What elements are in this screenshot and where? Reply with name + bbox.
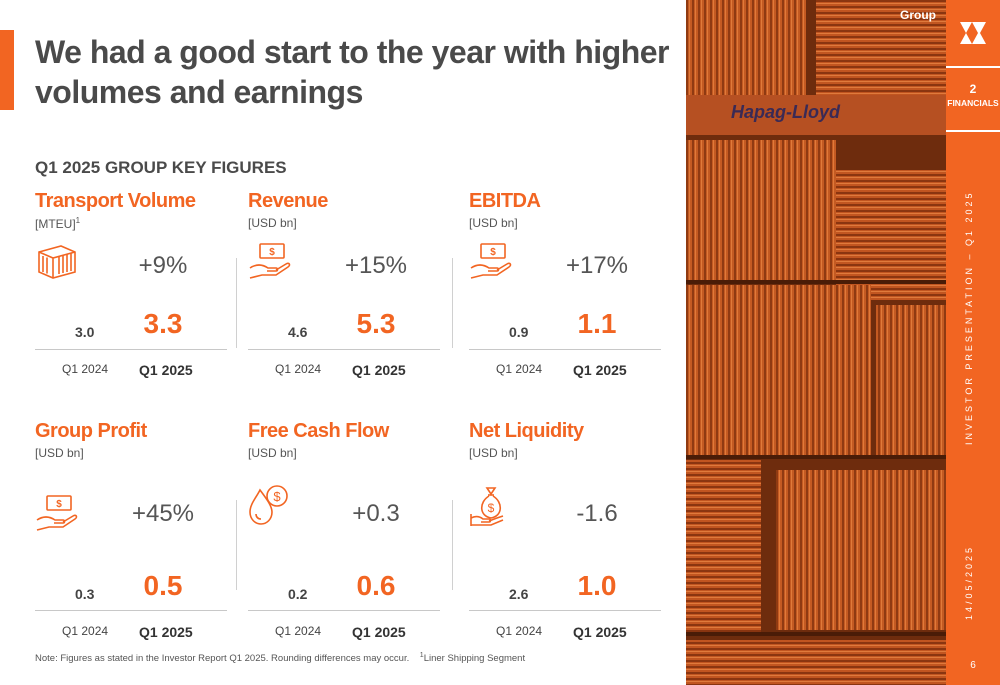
kpi-unit: [USD bn] [248, 216, 297, 230]
containers-illustration: Hapag-Lloyd [686, 0, 946, 685]
kpi-change: +45% [131, 500, 195, 527]
kpi-card-transport-volume: Transport Volume [MTEU]1 +9% 3.0 3.3 Q1 … [35, 190, 227, 400]
kpi-current-value: 0.5 [143, 570, 183, 601]
kpi-title: Transport Volume [35, 190, 196, 212]
kpi-title: EBITDA [469, 190, 541, 212]
card-divider [452, 500, 453, 590]
kpi-unit: [MTEU]1 [35, 216, 81, 231]
svg-text:$: $ [56, 499, 62, 510]
svg-text:$: $ [488, 501, 495, 515]
vertical-title: INVESTOR PRESENTATION – Q1 2025 [964, 190, 974, 445]
kpi-title: Net Liquidity [469, 420, 584, 442]
kpi-current-label: Q1 2025 [573, 362, 627, 378]
kpi-current-label: Q1 2025 [139, 362, 193, 378]
kpi-change: +0.3 [352, 500, 400, 527]
kpi-prev-value: 0.3 [75, 586, 95, 602]
svg-text:$: $ [273, 489, 281, 504]
kpi-prev-label: Q1 2024 [496, 624, 543, 638]
section-title: Q1 2025 GROUP KEY FIGURES [35, 158, 287, 177]
money-hand-icon: $ [249, 243, 291, 279]
kpi-rule [35, 349, 227, 350]
container-logo-text: Hapag-Lloyd [731, 102, 841, 122]
kpi-prev-label: Q1 2024 [62, 624, 109, 638]
logo [946, 0, 1000, 66]
kpi-prev-label: Q1 2024 [62, 362, 109, 376]
kpi-card-net-liquidity: Net Liquidity [USD bn] $ -1.6 2.6 1.0 Q1… [469, 420, 661, 640]
kpi-current-label: Q1 2025 [139, 624, 193, 640]
kpi-prev-value: 3.0 [75, 324, 95, 340]
vertical-date: 14/05/2025 [964, 544, 974, 620]
kpi-current-value: 3.3 [143, 308, 183, 339]
kpi-prev-label: Q1 2024 [275, 362, 322, 376]
kpi-prev-value: 2.6 [509, 586, 529, 602]
kpi-card-ebitda: EBITDA [USD bn] $ +17% 0.9 1.1 Q1 2024 Q… [469, 190, 661, 400]
page-number: 6 [970, 660, 976, 671]
kpi-rule [248, 610, 440, 611]
kpi-unit: [USD bn] [469, 216, 518, 230]
kpi-current-value: 1.0 [577, 570, 617, 601]
kpi-prev-label: Q1 2024 [275, 624, 322, 638]
kpi-prev-label: Q1 2024 [496, 362, 543, 376]
kpi-prev-value: 0.9 [509, 324, 529, 340]
money-hand-icon: $ [470, 243, 512, 279]
footnote: Note: Figures as stated in the Investor … [35, 652, 526, 665]
kpi-title: Free Cash Flow [248, 420, 389, 442]
nav-financials[interactable]: 2 FINANCIALS [946, 66, 1000, 132]
kpi-rule [469, 349, 661, 350]
kpi-card-group-profit: Group Profit [USD bn] $ +45% 0.3 0.5 Q1 … [35, 420, 227, 640]
kpi-change: -1.6 [576, 500, 618, 527]
sidebar: 2 FINANCIALS INVESTOR PRESENTATION – Q1 … [946, 0, 1000, 685]
kpi-card-revenue: Revenue [USD bn] $ +15% 4.6 5.3 Q1 2024 … [248, 190, 440, 400]
kpi-title: Revenue [248, 190, 328, 212]
kpi-current-value: 5.3 [356, 308, 396, 339]
card-divider [452, 258, 453, 348]
money-bag-icon: $ [470, 487, 504, 526]
kpi-prev-value: 0.2 [288, 586, 308, 602]
kpi-change: +17% [565, 252, 629, 279]
container-photo: Hapag-Lloyd [686, 0, 946, 685]
group-label: Group [900, 8, 936, 22]
kpi-change: +9% [138, 252, 188, 279]
kpi-current-label: Q1 2025 [352, 624, 406, 640]
hapag-lloyd-logo-icon [960, 22, 986, 44]
kpi-current-value: 1.1 [577, 308, 617, 339]
kpi-unit: [USD bn] [469, 446, 518, 460]
svg-text:$: $ [490, 247, 496, 258]
kpi-title: Group Profit [35, 420, 147, 442]
page-title: We had a good start to the year with hig… [35, 34, 669, 110]
title-accent-bar [0, 30, 14, 110]
kpi-unit: [USD bn] [248, 446, 297, 460]
card-divider [236, 500, 237, 590]
kpi-rule [35, 610, 227, 611]
nav-label: FINANCIALS [947, 98, 999, 108]
card-divider [236, 258, 237, 348]
kpi-rule [248, 349, 440, 350]
svg-text:$: $ [269, 247, 275, 258]
kpi-change: +15% [344, 252, 408, 279]
kpi-current-label: Q1 2025 [352, 362, 406, 378]
kpi-prev-value: 4.6 [288, 324, 308, 340]
cash-drop-icon: $ [249, 485, 288, 525]
container-icon [38, 245, 76, 279]
kpi-current-label: Q1 2025 [573, 624, 627, 640]
money-hand-icon: $ [36, 495, 78, 531]
kpi-rule [469, 610, 661, 611]
kpi-card-free-cash-flow: Free Cash Flow [USD bn] $ +0.3 0.2 0.6 Q… [248, 420, 440, 640]
nav-number: 2 [969, 82, 977, 96]
kpi-unit: [USD bn] [35, 446, 84, 460]
kpi-current-value: 0.6 [356, 570, 396, 601]
